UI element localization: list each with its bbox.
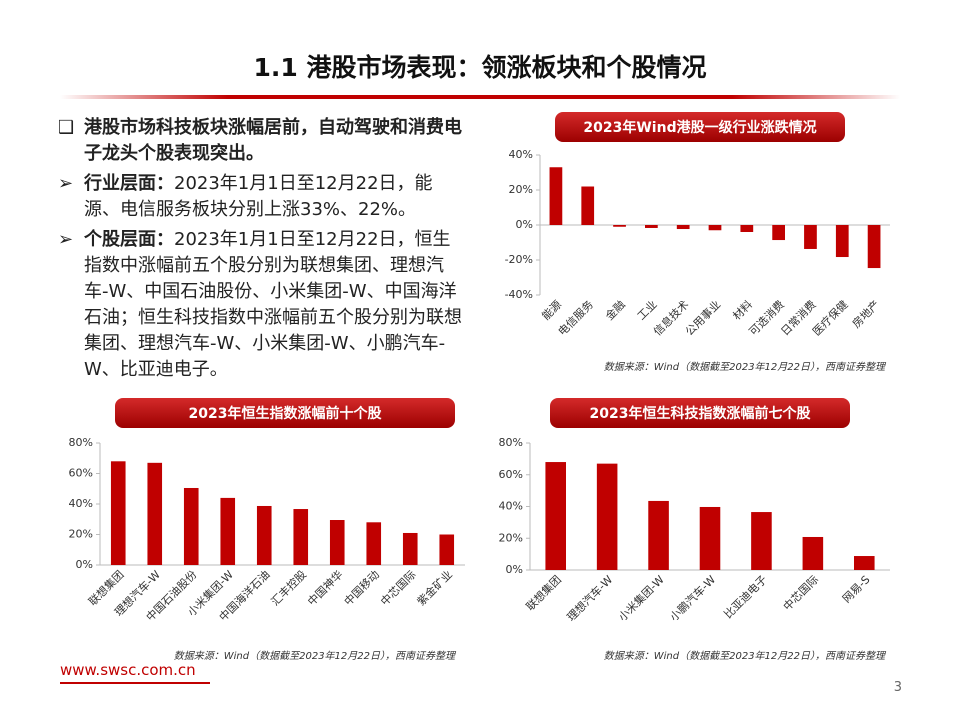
bar [366, 522, 382, 565]
bullet-text: 2023年1月1日至12月22日，恒生指数中涨幅前五个股分别为联想集团、理想汽车… [84, 229, 462, 380]
x-tick-label: 金融 [602, 297, 627, 322]
chart-title: 2023年恒生科技指数涨幅前七个股 [590, 405, 812, 422]
y-tick-label: 40% [69, 497, 93, 510]
x-tick-label: 工业 [635, 298, 660, 323]
x-tick-label: 电信服务 [556, 298, 596, 338]
bar [772, 225, 785, 241]
x-tick-label: 紫金矿业 [414, 567, 455, 608]
bar [867, 225, 881, 269]
x-tick-label: 材料 [730, 297, 755, 322]
chart-title-badge [550, 398, 850, 428]
source-note: 数据来源：Wind（数据截至2023年12月22日），西南证券整理 [604, 650, 887, 662]
bar [613, 225, 626, 227]
x-tick-label: 中国神华 [304, 567, 345, 608]
y-tick-label: 40% [499, 500, 523, 513]
bullet-lead: 港股市场科技板块涨幅居前，自动驾驶和消费电子龙头个股表现突出。 [84, 117, 462, 164]
bullet: ➢ 行业层面：2023年1月1日至12月22日，能源、电信服务板块分别上涨33%、… [58, 173, 433, 220]
chart-title-badge [555, 112, 845, 142]
bar [751, 512, 772, 570]
y-tick-label: 0% [506, 563, 523, 576]
bar [549, 167, 563, 225]
footer-url: www.swsc.com.cn [60, 661, 196, 679]
chart-title: 2023年Wind港股一级行业涨跌情况 [583, 119, 816, 136]
y-tick-label: 20% [69, 528, 93, 541]
x-tick-label: 房地产 [849, 297, 882, 330]
y-tick-label: 60% [499, 468, 523, 481]
bar [545, 462, 566, 570]
y-tick-label: -40% [505, 288, 533, 301]
bar [699, 506, 721, 570]
source-note: 数据来源：Wind（数据截至2023年12月22日），西南证券整理 [174, 650, 457, 662]
y-tick-label: 80% [69, 436, 93, 449]
x-tick-label: 网易-S [840, 573, 873, 606]
bar [110, 461, 126, 565]
x-tick-label: 汇丰控股 [268, 567, 309, 608]
bar [596, 463, 618, 570]
x-tick-label: 中芯国际 [780, 572, 821, 613]
bar [648, 500, 669, 570]
bar [147, 462, 163, 565]
title-rule [60, 95, 900, 99]
bullet: ➢ 个股层面：2023年1月1日至12月22日，恒生指数中涨幅前五个股分别为联想集… [58, 229, 462, 380]
bar [581, 186, 595, 225]
y-tick-label: -20% [505, 253, 533, 266]
x-tick-label: 中芯国际 [377, 567, 418, 608]
x-tick-label: 比亚迪电子 [722, 573, 770, 621]
bullet-lead: 个股层面： [84, 229, 174, 250]
x-tick-label: 公用事业 [683, 298, 723, 338]
chart-title: 2023年恒生指数涨幅前十个股 [189, 405, 383, 422]
bar [645, 225, 658, 228]
x-tick-label: 理想汽车-W [564, 572, 616, 624]
bar [804, 225, 817, 249]
x-tick-label: 小鹏汽车-W [667, 572, 719, 624]
bar [183, 487, 199, 565]
footer-rule [60, 682, 210, 684]
page-number: 3 [893, 680, 902, 695]
slide-title: 1.1 港股市场表现：领涨板块和个股情况 [253, 53, 707, 82]
bar [256, 505, 272, 565]
y-tick-label: 0% [516, 218, 533, 231]
bar [293, 509, 309, 565]
x-tick-label: 联想集团 [523, 572, 564, 613]
x-tick-label: 小米集团-W [615, 572, 667, 624]
y-tick-label: 20% [499, 531, 523, 544]
bar [329, 520, 345, 565]
bar [220, 497, 236, 565]
y-tick-label: 80% [499, 436, 523, 449]
bar [439, 534, 455, 565]
y-tick-label: 0% [76, 558, 93, 571]
bullet-lead: 行业层面： [84, 173, 174, 194]
bar [854, 556, 875, 570]
chart-title-badge [115, 398, 455, 428]
bar [835, 225, 849, 258]
x-tick-label: 能源 [539, 297, 564, 322]
y-tick-label: 20% [509, 183, 533, 196]
bar [802, 536, 824, 570]
x-tick-label: 中国移动 [342, 568, 382, 608]
bar [740, 225, 754, 232]
y-tick-label: 40% [509, 148, 533, 161]
y-tick-label: 60% [69, 467, 93, 480]
bullet-text: 2023年1月1日至12月22日，能源、电信服务板块分别上涨33%、22%。 [84, 173, 433, 220]
bar [402, 532, 418, 565]
bar [708, 225, 722, 231]
bullet: ❑ 港股市场科技板块涨幅居前，自动驾驶和消费电子龙头个股表现突出。 [58, 117, 462, 164]
bullets: ❑ 港股市场科技板块涨幅居前，自动驾驶和消费电子龙头个股表现突出。 ➢ 行业层面：2… [58, 115, 463, 387]
bar [676, 225, 690, 230]
source-note: 数据来源：Wind（数据截至2023年12月22日），西南证券整理 [604, 361, 887, 373]
x-tick-label: 医疗保健 [810, 297, 851, 338]
